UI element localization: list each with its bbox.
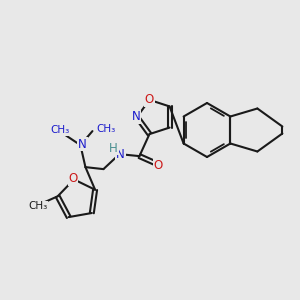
Text: O: O [154,159,163,172]
Text: N: N [116,148,125,160]
Text: O: O [145,93,154,106]
Text: N: N [132,110,140,124]
Text: CH₃: CH₃ [28,201,47,211]
Text: CH₃: CH₃ [51,125,70,135]
Text: H: H [109,142,118,154]
Text: CH₃: CH₃ [96,124,116,134]
Text: O: O [68,172,78,185]
Text: N: N [78,138,87,151]
